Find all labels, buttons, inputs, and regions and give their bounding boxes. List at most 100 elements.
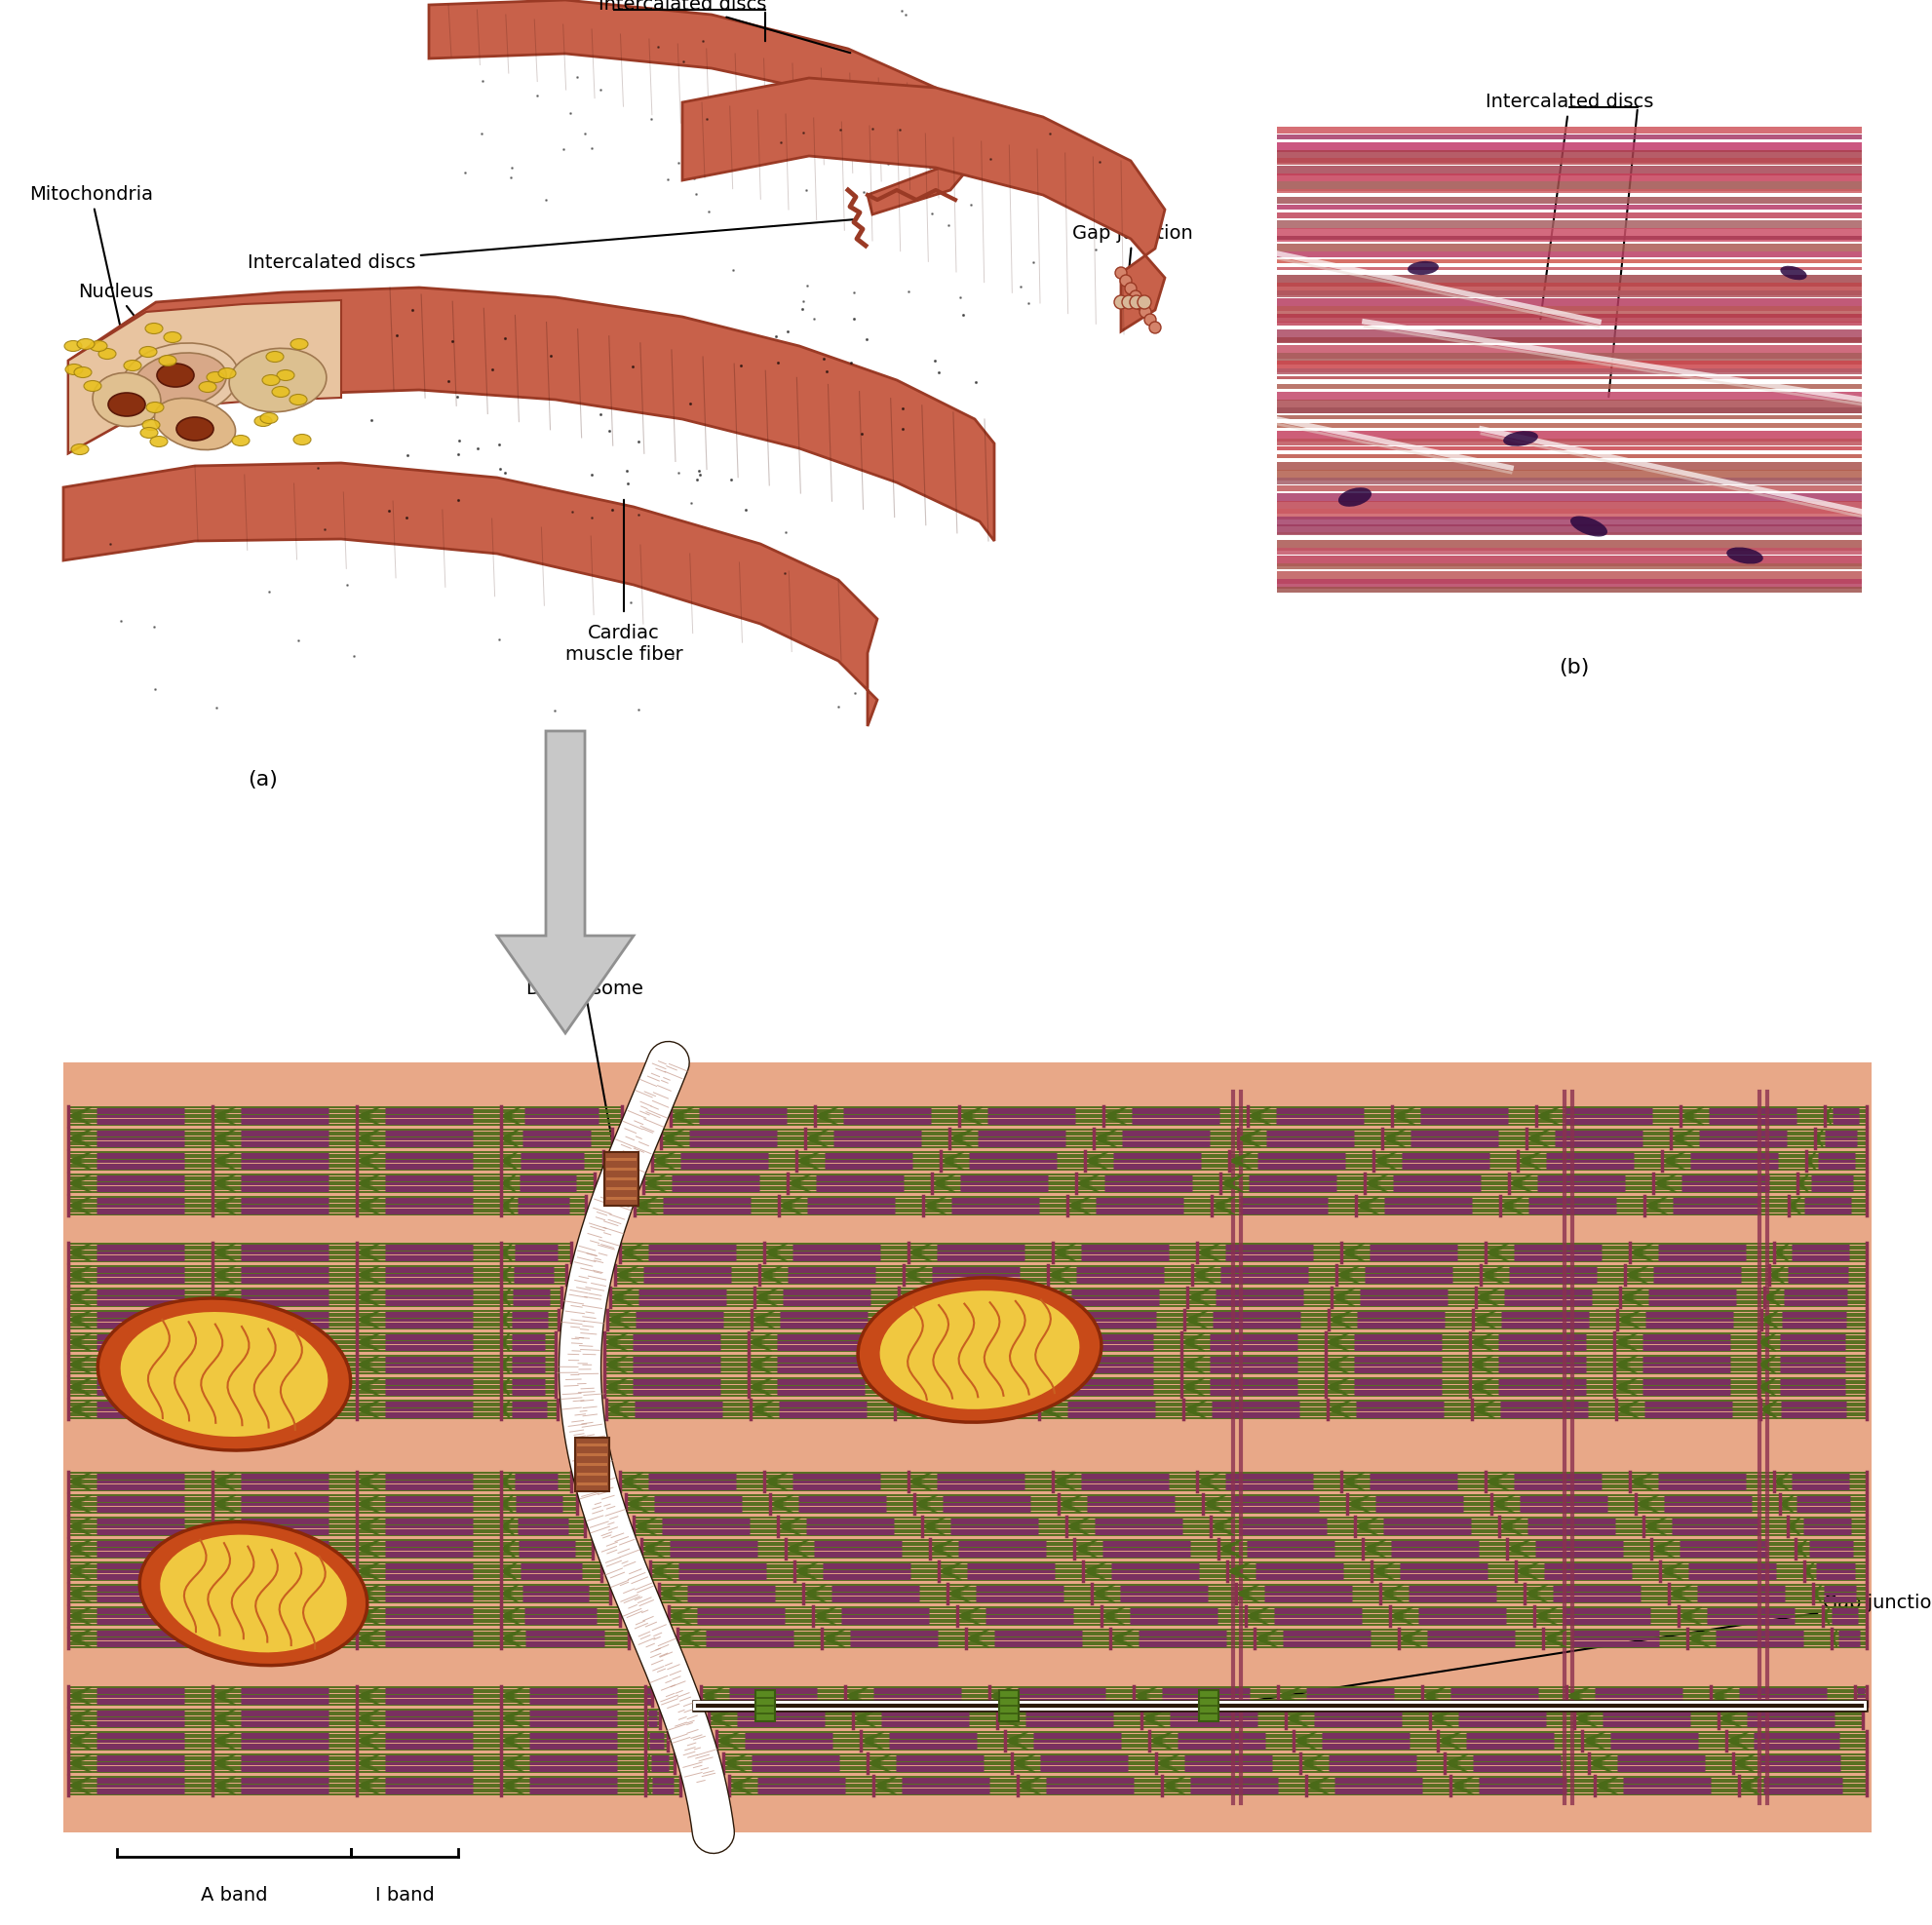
- Ellipse shape: [276, 370, 294, 381]
- Ellipse shape: [147, 402, 164, 412]
- Text: Nucleus: Nucleus: [77, 283, 178, 373]
- Bar: [1277, 329, 1861, 343]
- Bar: [1277, 447, 1861, 450]
- Ellipse shape: [155, 398, 236, 450]
- Ellipse shape: [199, 381, 216, 393]
- Bar: [1277, 260, 1861, 264]
- Bar: [1277, 291, 1861, 296]
- Bar: [605, 1151, 638, 1205]
- Bar: [574, 1438, 609, 1492]
- Bar: [1277, 237, 1861, 241]
- Text: Intercalated discs: Intercalated discs: [247, 219, 852, 271]
- Bar: [1277, 352, 1861, 364]
- Circle shape: [1128, 295, 1144, 310]
- Ellipse shape: [156, 364, 193, 387]
- Ellipse shape: [122, 343, 238, 418]
- Bar: [1277, 298, 1861, 312]
- Ellipse shape: [66, 364, 83, 375]
- Ellipse shape: [99, 348, 116, 360]
- Ellipse shape: [263, 375, 280, 385]
- Circle shape: [1115, 268, 1126, 279]
- Bar: [1277, 181, 1861, 191]
- Bar: [64, 1063, 1870, 1833]
- Text: I band: I band: [375, 1886, 435, 1904]
- Polygon shape: [64, 464, 877, 726]
- Circle shape: [1121, 295, 1134, 310]
- Circle shape: [1140, 306, 1151, 318]
- Ellipse shape: [139, 346, 156, 358]
- Polygon shape: [68, 287, 993, 541]
- Text: Desmosome: Desmosome: [526, 980, 643, 1161]
- Polygon shape: [497, 732, 634, 1034]
- Circle shape: [1119, 275, 1130, 287]
- Bar: [1277, 564, 1861, 570]
- Ellipse shape: [160, 1534, 346, 1652]
- Ellipse shape: [176, 418, 213, 441]
- Ellipse shape: [64, 341, 81, 352]
- Bar: [1277, 345, 1861, 358]
- Ellipse shape: [151, 437, 168, 447]
- Ellipse shape: [1337, 487, 1372, 506]
- Bar: [1277, 541, 1861, 551]
- Ellipse shape: [290, 339, 307, 350]
- Bar: [1277, 383, 1861, 389]
- Ellipse shape: [158, 356, 176, 366]
- Bar: [1277, 431, 1861, 441]
- Ellipse shape: [218, 368, 236, 379]
- Bar: [1277, 500, 1861, 514]
- Bar: [755, 1690, 775, 1721]
- Bar: [1277, 244, 1861, 250]
- Bar: [1277, 166, 1861, 175]
- Bar: [1277, 524, 1861, 533]
- Circle shape: [1124, 283, 1136, 295]
- Ellipse shape: [230, 348, 327, 412]
- Ellipse shape: [261, 412, 278, 424]
- Ellipse shape: [99, 1297, 350, 1450]
- Bar: [1277, 516, 1861, 527]
- Circle shape: [1144, 314, 1155, 325]
- Ellipse shape: [71, 445, 89, 454]
- Ellipse shape: [879, 1290, 1078, 1409]
- Bar: [1277, 493, 1861, 502]
- Bar: [1277, 142, 1861, 152]
- Bar: [1277, 275, 1861, 287]
- Bar: [1277, 158, 1861, 164]
- Ellipse shape: [1406, 262, 1437, 275]
- Bar: [1277, 252, 1861, 258]
- Text: Mitochondria: Mitochondria: [29, 185, 153, 352]
- Ellipse shape: [232, 435, 249, 447]
- Bar: [1277, 196, 1861, 204]
- Text: Cardiac
muscle fiber: Cardiac muscle fiber: [564, 624, 682, 664]
- Ellipse shape: [164, 331, 182, 343]
- Text: Intercalated discs: Intercalated discs: [1484, 92, 1652, 320]
- Bar: [1277, 485, 1861, 491]
- Ellipse shape: [124, 360, 141, 372]
- Ellipse shape: [145, 323, 162, 333]
- Ellipse shape: [1569, 516, 1607, 537]
- Bar: [1277, 579, 1861, 589]
- Bar: [1277, 173, 1861, 181]
- Bar: [1277, 587, 1861, 593]
- Bar: [1277, 219, 1861, 229]
- Ellipse shape: [1725, 547, 1762, 564]
- Bar: [1277, 227, 1861, 241]
- Polygon shape: [682, 79, 1165, 331]
- Bar: [1277, 375, 1861, 379]
- Bar: [1277, 306, 1861, 318]
- Ellipse shape: [294, 435, 311, 445]
- Ellipse shape: [120, 1313, 328, 1436]
- Bar: [1277, 189, 1861, 193]
- Ellipse shape: [93, 373, 160, 427]
- Circle shape: [1138, 295, 1151, 310]
- Polygon shape: [429, 0, 974, 214]
- Bar: [1198, 1690, 1217, 1721]
- Text: Gap junction: Gap junction: [1223, 1594, 1932, 1706]
- Text: (a): (a): [247, 770, 278, 789]
- Circle shape: [1113, 295, 1126, 310]
- Bar: [1277, 150, 1861, 162]
- Ellipse shape: [290, 395, 307, 404]
- Text: A band: A band: [201, 1886, 267, 1904]
- Bar: [1277, 360, 1861, 373]
- Bar: [1277, 531, 1861, 535]
- Ellipse shape: [141, 427, 158, 439]
